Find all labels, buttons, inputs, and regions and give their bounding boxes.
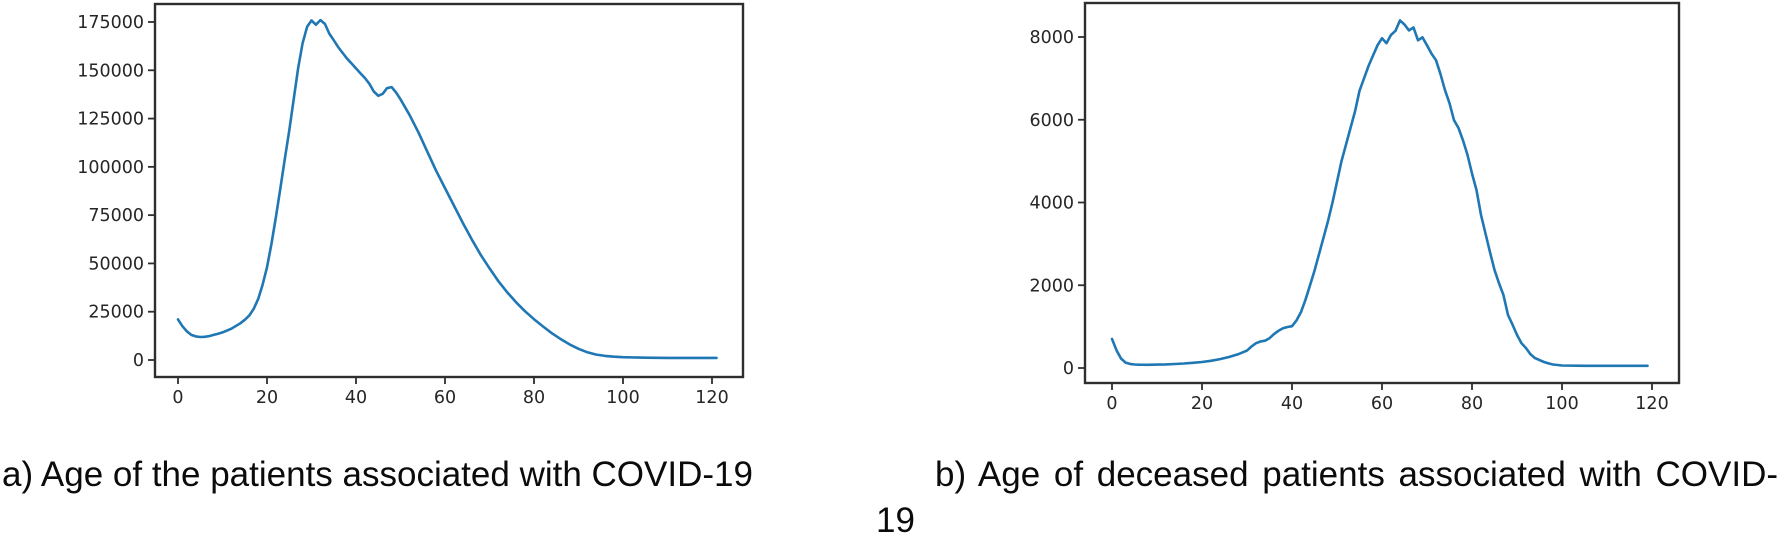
x-tick-label: 60: [1371, 394, 1393, 414]
y-tick-label: 175000: [77, 13, 144, 33]
x-axis: 0 20 40 60 80 100 120: [1106, 383, 1669, 414]
x-tick-label: 0: [172, 388, 183, 408]
data-line-patients-by-age: [176, 18, 718, 360]
x-tick-label: 20: [256, 388, 278, 408]
x-tick-label: 80: [1461, 394, 1483, 414]
cases-age-line-chart: 0 20 40 60 80 100 120 0 25000 50000 75000 100000 125…: [77, 2, 745, 408]
y-tick-label: 50000: [88, 254, 144, 274]
y-axis: 0 2000 4000 6000 8000: [1029, 28, 1085, 379]
deceased-age-line-chart: 0 20 40 60 80 100 120 0 2000 4000 6000 8000: [1029, 1, 1681, 414]
x-tick-label: 60: [434, 388, 456, 408]
y-tick-label: 8000: [1029, 28, 1074, 48]
y-tick-label: 25000: [88, 303, 144, 323]
x-tick-label: 0: [1106, 394, 1117, 414]
x-tick-label: 100: [1545, 394, 1578, 414]
caption-subfigure-a: a) Age of the patients associated with C…: [2, 455, 753, 494]
y-tick-label: 125000: [77, 110, 144, 130]
y-axis: 0 25000 50000 75000 100000 125000 150000 175000: [77, 13, 155, 371]
x-tick-label: 120: [695, 388, 728, 408]
x-tick-label: 40: [1281, 394, 1303, 414]
y-tick-label: 75000: [88, 206, 144, 226]
plot-box: [1083, 1, 1681, 385]
x-tick-label: 100: [606, 388, 639, 408]
caption-subfigure-b: b) Age of deceased patients associated w…: [876, 455, 1778, 536]
x-axis: 0 20 40 60 80 100 120: [172, 377, 729, 408]
plot-box: [153, 2, 745, 379]
x-tick-label: 120: [1635, 394, 1668, 414]
y-tick-label: 2000: [1029, 276, 1074, 296]
x-tick-label: 80: [523, 388, 545, 408]
y-tick-label: 150000: [77, 61, 144, 81]
y-tick-label: 0: [133, 351, 144, 371]
y-tick-label: 0: [1063, 359, 1074, 379]
y-tick-label: 6000: [1029, 111, 1074, 131]
data-line-deceased-patients-by-age: [1110, 19, 1649, 368]
y-tick-label: 4000: [1029, 194, 1074, 214]
y-tick-label: 100000: [77, 158, 144, 178]
x-tick-label: 40: [345, 388, 367, 408]
x-tick-label: 20: [1191, 394, 1213, 414]
